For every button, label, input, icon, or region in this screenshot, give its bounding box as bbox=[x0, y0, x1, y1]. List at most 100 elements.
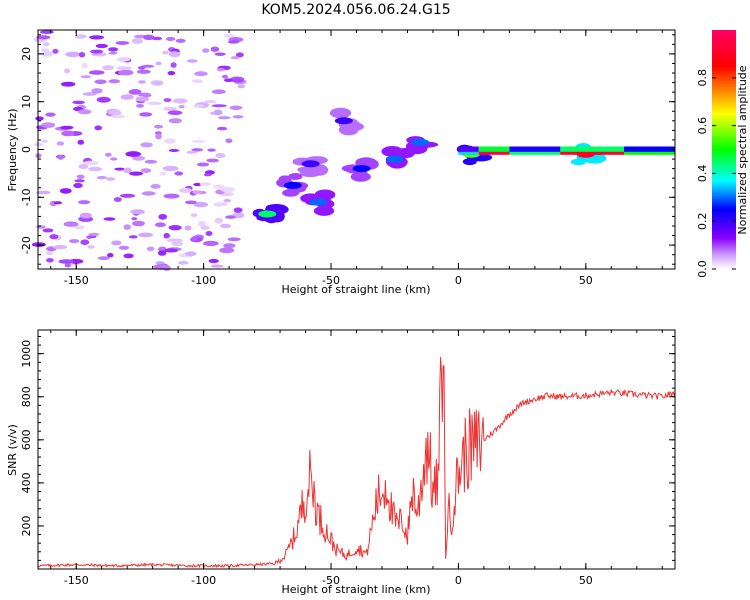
spectrogram-noise-blob bbox=[140, 168, 152, 174]
spectrogram-noise-blob bbox=[111, 240, 122, 246]
spectrogram-noise-blob bbox=[136, 69, 151, 74]
spectrogram-track-halo bbox=[381, 146, 404, 157]
spectrogram-noise-blob bbox=[215, 153, 226, 158]
spectrogram-noise-blob bbox=[233, 207, 243, 213]
spectrogram-noise-blob bbox=[116, 66, 132, 71]
spectrogram-noise-blob bbox=[179, 187, 192, 194]
spectrogram-noise-blob bbox=[39, 30, 54, 34]
spectrogram-track-halo bbox=[282, 189, 300, 197]
spectrogram-noise-blob bbox=[175, 38, 186, 43]
snr-background bbox=[38, 330, 675, 569]
spectrogram-track-halo bbox=[334, 110, 348, 118]
spectrogram-noise-blob bbox=[111, 114, 126, 119]
spectrogram-noise-blob bbox=[140, 142, 153, 148]
spectrogram-noise-blob bbox=[95, 43, 108, 49]
spectrogram-noise-blob bbox=[184, 251, 197, 257]
spectrogram-noise-blob bbox=[208, 258, 219, 264]
spectrogram-noise-blob bbox=[192, 190, 203, 195]
spectrogram-noise-blob bbox=[174, 171, 184, 176]
spectrogram-noise-blob bbox=[191, 139, 207, 143]
y-tick-label: 800 bbox=[20, 386, 33, 407]
spectrogram-noise-blob bbox=[130, 209, 145, 215]
spectrogram-noise-blob bbox=[81, 62, 88, 69]
y-tick-label: -10 bbox=[20, 188, 33, 206]
spectrogram-noise-blob bbox=[206, 158, 219, 163]
snr-xlabel: Height of straight line (km) bbox=[281, 583, 430, 596]
spectrogram-noise-blob bbox=[41, 51, 53, 57]
spectrogram-noise-blob bbox=[77, 139, 85, 145]
spectrogram-noise-blob bbox=[139, 112, 153, 117]
spectrogram-track-point bbox=[309, 198, 328, 206]
spectrogram-noise-blob bbox=[120, 193, 136, 198]
spectrogram-noise-blob bbox=[193, 201, 209, 208]
spectrogram-noise-blob bbox=[36, 35, 51, 40]
spectrogram-noise-blob bbox=[233, 78, 244, 83]
spectrogram-noise-blob bbox=[163, 232, 170, 239]
spectrogram-noise-blob bbox=[82, 92, 97, 96]
spectrogram-track-point bbox=[283, 181, 302, 189]
spectrogram-noise-blob bbox=[198, 220, 207, 227]
colorbar-tick-label: 0.4 bbox=[696, 165, 709, 183]
spectrogram-noise-blob bbox=[157, 250, 167, 256]
spectrogram-noise-blob bbox=[225, 215, 236, 219]
colorbar-tick-label: 0.0 bbox=[696, 260, 709, 278]
spectrogram-noise-blob bbox=[214, 52, 226, 56]
spectrogram-noise-blob bbox=[110, 157, 118, 161]
spectrogram-noise-blob bbox=[58, 259, 74, 264]
spectrogram-noise-blob bbox=[162, 165, 179, 172]
spectrogram-ylabel: Frequency (Hz) bbox=[6, 109, 19, 192]
spectrogram-noise-blob bbox=[78, 163, 89, 169]
colorbar-tick-label: 0.8 bbox=[696, 69, 709, 87]
spectrogram-noise-blob bbox=[113, 197, 122, 202]
spectrogram-noise-blob bbox=[132, 155, 146, 161]
spectrogram-frame bbox=[37, 29, 676, 270]
spectrogram-noise-blob bbox=[217, 126, 228, 131]
spectrogram-noise-blob bbox=[91, 88, 103, 94]
spectrogram-noise-blob bbox=[56, 141, 65, 146]
y-tick-label: 1000 bbox=[20, 340, 33, 368]
spectrogram-noise-blob bbox=[141, 191, 156, 196]
spectrogram-noise-blob bbox=[116, 57, 131, 62]
spectrogram-track-halo bbox=[350, 171, 371, 182]
spectrogram-noise-blob bbox=[108, 109, 122, 116]
spectrogram-noise-blob bbox=[52, 245, 68, 250]
spectrogram-noise-blob bbox=[218, 116, 231, 120]
spectrogram-noise-blob bbox=[77, 109, 92, 115]
spectrogram-noise-blob bbox=[219, 247, 235, 254]
spectrogram-noise-blob bbox=[94, 125, 102, 131]
spectrogram-noise-blob bbox=[35, 116, 44, 121]
spectrogram-noise-blob bbox=[131, 38, 144, 44]
spectrogram-noise-blob bbox=[192, 79, 203, 83]
spectrogram-noise-blob bbox=[221, 202, 228, 206]
spectrogram-noise-blob bbox=[164, 138, 176, 144]
spectrogram-noise-blob bbox=[146, 101, 163, 105]
spectrogram-noise-blob bbox=[167, 110, 183, 115]
spectrogram-noise-blob bbox=[162, 265, 171, 271]
spectrogram-noise-blob bbox=[211, 89, 226, 94]
snr-series-line bbox=[37, 356, 676, 569]
spectrogram-noise-blob bbox=[137, 66, 146, 70]
spectrogram-noise-blob bbox=[64, 262, 71, 268]
spectrogram-noise-blob bbox=[72, 100, 85, 105]
spectrogram-noise-blob bbox=[155, 61, 162, 66]
spectrogram-noise-blob bbox=[97, 256, 110, 261]
spectrogram-band-core bbox=[509, 151, 561, 155]
spectrogram-band-outer bbox=[478, 146, 510, 154]
spectrogram-noise-blob bbox=[177, 260, 189, 265]
spectrogram-noise-blob bbox=[227, 237, 241, 242]
snr-frame bbox=[37, 329, 676, 570]
spectrogram-noise-blob bbox=[96, 176, 107, 180]
spectrogram-noise-blob bbox=[80, 75, 92, 79]
spectrogram-noise-blob bbox=[90, 49, 103, 54]
x-tick-label: 50 bbox=[579, 574, 593, 587]
spectrogram-noise-blob bbox=[65, 51, 81, 58]
spectrogram-noise-blob bbox=[153, 124, 164, 129]
spectrogram-band-outer bbox=[624, 146, 675, 154]
spectrogram-noise-blob bbox=[128, 89, 142, 95]
spectrogram-noise-blob bbox=[158, 213, 168, 220]
spectrogram-noise-blob bbox=[108, 51, 118, 55]
spectrogram-noise-blob bbox=[136, 104, 144, 108]
spectrogram-noise-blob bbox=[154, 222, 166, 227]
spectrogram-noise-blob bbox=[220, 187, 236, 193]
spectrogram-band-outer bbox=[458, 146, 479, 154]
